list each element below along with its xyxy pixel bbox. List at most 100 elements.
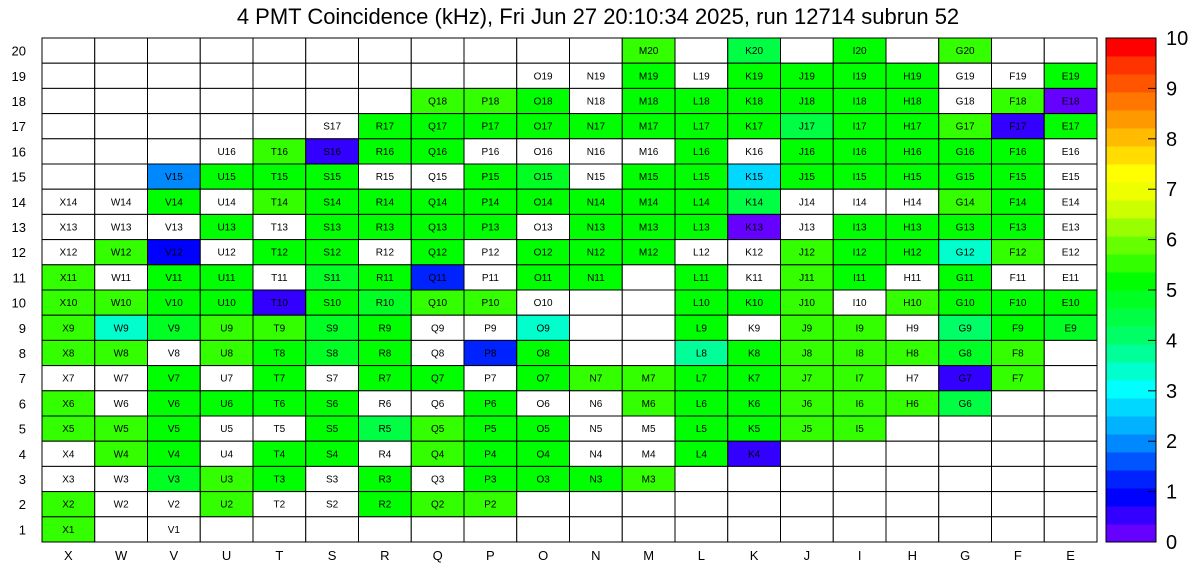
heatmap-cell	[147, 113, 201, 140]
heatmap-cell	[199, 87, 254, 115]
cell-label: O18	[534, 97, 553, 108]
heatmap-cell	[358, 188, 412, 215]
heatmap-cell	[463, 415, 518, 442]
cell-label: U2	[220, 500, 233, 511]
heatmap-cell	[569, 491, 623, 518]
cell-label: M18	[639, 97, 659, 108]
cell-label: L7	[696, 374, 708, 385]
heatmap-cell	[938, 113, 992, 140]
cell-label: P12	[481, 248, 499, 259]
heatmap-cell	[885, 415, 940, 442]
cell-label: S11	[324, 273, 341, 284]
colorbar-segment	[1106, 326, 1156, 345]
cell-label: J14	[799, 197, 816, 208]
cell-label: X3	[62, 475, 75, 486]
heatmap-cell	[463, 188, 518, 215]
cell-label: L19	[693, 71, 710, 82]
y-tick-label: 1	[19, 522, 26, 537]
heatmap-cell	[41, 87, 96, 115]
heatmap-cell	[885, 390, 940, 417]
heatmap-cell	[199, 465, 254, 493]
heatmap-cell	[780, 113, 834, 140]
cell-label: O16	[534, 147, 553, 158]
colorbar-segment	[1106, 38, 1156, 57]
cell-label: T4	[274, 449, 286, 460]
cell-label: J19	[799, 71, 816, 82]
heatmap-cell	[305, 163, 359, 190]
heatmap-cell	[938, 138, 992, 165]
cell-label: I11	[853, 273, 867, 284]
colorbar-segment	[1106, 56, 1156, 75]
heatmap-cell	[463, 491, 518, 518]
colorbar-segment	[1106, 380, 1156, 399]
cell-label: K7	[748, 374, 761, 385]
heatmap-cell	[516, 264, 570, 291]
heatmap-cell	[621, 138, 676, 165]
cell-label: T9	[274, 323, 286, 334]
cell-label: P16	[481, 147, 499, 158]
y-tick-label: 18	[12, 94, 26, 109]
cell-label: P14	[481, 197, 499, 208]
y-tick-label: 16	[12, 144, 26, 159]
heatmap-cell	[199, 314, 254, 341]
cell-label: J15	[799, 172, 816, 183]
cell-label: W4	[114, 449, 129, 460]
heatmap-cell	[516, 213, 570, 241]
x-tick-label: H	[908, 548, 917, 563]
cell-label: M3	[642, 475, 656, 486]
heatmap-cell	[463, 516, 518, 543]
heatmap-cell	[674, 314, 729, 341]
cell-label: U3	[220, 475, 233, 486]
x-tick-label: T	[275, 548, 283, 563]
heatmap-cell	[463, 289, 518, 316]
colorbar-segment	[1106, 146, 1156, 165]
cell-label: Q8	[431, 349, 445, 360]
heatmap-cell	[1043, 390, 1098, 417]
colorbar-tick-label: 4	[1166, 330, 1177, 352]
colorbar-segment	[1106, 344, 1156, 363]
heatmap-cell	[674, 213, 729, 241]
heatmap-cell	[569, 465, 623, 493]
cell-label: W5	[114, 424, 129, 435]
cell-label: K15	[745, 172, 763, 183]
heatmap-cell	[94, 37, 148, 64]
heatmap-cell	[252, 163, 307, 190]
cell-label: F16	[1009, 147, 1027, 158]
heatmap-cell	[621, 289, 676, 316]
cell-label: V2	[168, 500, 181, 511]
cell-label: N5	[589, 424, 602, 435]
colorbar-segment	[1106, 506, 1156, 525]
cell-label: P5	[484, 424, 497, 435]
cell-label: K8	[748, 349, 761, 360]
cell-label: G10	[956, 298, 975, 309]
colorbar-tick-label: 6	[1166, 230, 1177, 252]
cell-label: G15	[956, 172, 975, 183]
y-tick-label: 14	[12, 195, 26, 210]
colorbar-segment	[1106, 128, 1156, 147]
x-tick-label: J	[804, 548, 811, 563]
heatmap-cell	[252, 138, 307, 165]
heatmap-cell	[674, 516, 729, 543]
heatmap-cell	[305, 339, 359, 367]
heatmap-cell	[1043, 339, 1098, 367]
cell-label: F12	[1009, 248, 1027, 259]
heatmap-cell	[516, 239, 570, 266]
cell-label: N3	[589, 475, 602, 486]
heatmap-cell	[727, 163, 781, 190]
cell-label: K4	[748, 449, 761, 460]
heatmap-cell	[621, 491, 676, 518]
cell-label: T16	[271, 147, 289, 158]
heatmap-cell	[199, 390, 254, 417]
cell-label: O5	[536, 424, 550, 435]
cell-label: E9	[1065, 323, 1078, 334]
cell-label: O4	[536, 449, 550, 460]
heatmap-cell	[199, 516, 254, 543]
cell-label: I20	[853, 46, 867, 57]
cell-label: G13	[956, 223, 975, 234]
cell-label: P18	[481, 97, 499, 108]
heatmap-cell	[410, 37, 465, 64]
cell-label: F9	[1012, 323, 1024, 334]
colorbar-segment	[1106, 434, 1156, 453]
heatmap-cell	[252, 516, 307, 543]
heatmap-cell	[358, 314, 412, 341]
